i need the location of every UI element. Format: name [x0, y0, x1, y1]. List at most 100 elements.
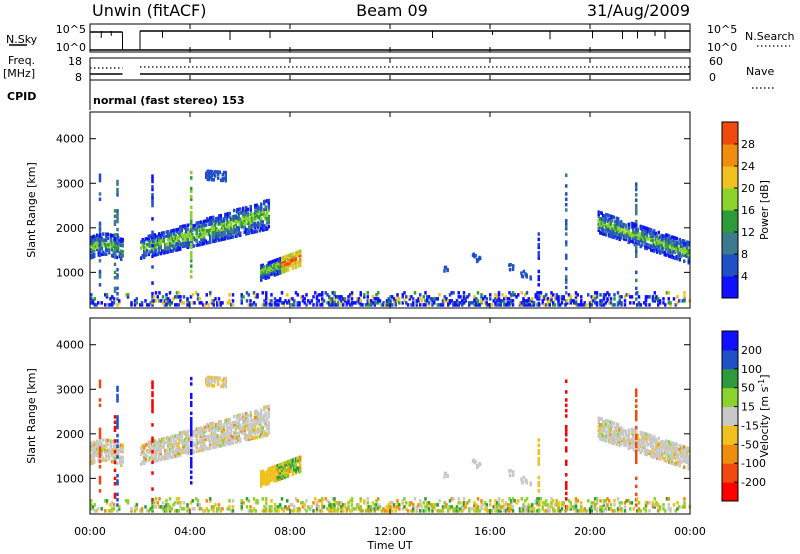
echo-cell — [517, 499, 520, 503]
echo-cell — [635, 278, 638, 283]
echo-cell — [171, 451, 174, 455]
echo-cell — [176, 450, 179, 454]
echo-cell — [681, 452, 684, 457]
echo-cell — [222, 225, 225, 229]
echo-cell — [111, 245, 114, 250]
echo-cell — [638, 448, 641, 452]
echo-cell — [160, 299, 163, 303]
echo-cell — [609, 222, 612, 227]
echo-cell — [422, 295, 425, 299]
echo-cell — [195, 433, 198, 437]
echo-cell — [121, 443, 124, 448]
echo-cell — [426, 501, 429, 505]
echo-cell — [158, 299, 161, 303]
echo-cell — [228, 235, 231, 240]
echo-cell — [188, 449, 191, 453]
echo-cell — [630, 431, 633, 436]
echo-cell — [656, 446, 659, 450]
echo-cell — [633, 438, 636, 443]
echo-cell — [155, 452, 158, 457]
echo-cell — [684, 243, 687, 248]
echo-cell — [114, 442, 117, 447]
echo-cell — [675, 256, 678, 261]
echo-cell — [116, 182, 119, 186]
colorbar-tick-label: -50 — [741, 438, 759, 451]
echo-cell — [534, 295, 537, 299]
echo-cell — [279, 462, 282, 467]
echo-cell — [657, 454, 660, 459]
echo-cell — [236, 436, 239, 440]
echo-cell — [98, 248, 102, 252]
echo-cell — [611, 229, 614, 233]
echo-cell — [222, 429, 225, 433]
echo-cell — [614, 228, 617, 232]
echo-cell — [198, 440, 201, 445]
echo-cell — [511, 497, 515, 501]
echo-cell — [264, 217, 267, 221]
echo-cell — [651, 501, 655, 505]
echo-cell — [343, 503, 347, 507]
echo-cell — [159, 251, 162, 256]
echo-cell — [228, 229, 231, 234]
echo-cell — [282, 461, 285, 466]
echo-cell — [264, 480, 267, 484]
echo-cell — [228, 219, 231, 224]
echo-cell — [257, 209, 260, 213]
echo-cell — [647, 229, 650, 233]
echo-cell — [644, 303, 648, 307]
echo-cell — [113, 476, 117, 481]
echo-cell — [663, 242, 666, 247]
echo-cell — [569, 501, 572, 505]
echo-cell — [641, 445, 644, 449]
echo-cell — [156, 458, 159, 463]
echo-cell — [212, 299, 215, 303]
echo-cell — [195, 443, 198, 447]
echo-cell — [236, 210, 239, 214]
echo-cell — [336, 301, 340, 305]
echo-cell — [195, 227, 198, 231]
echo-cell — [165, 440, 168, 444]
echo-cell — [263, 477, 266, 481]
echo-cell — [224, 440, 227, 445]
echo-cell — [224, 178, 227, 183]
echo-cell — [573, 301, 576, 305]
echo-cell — [288, 255, 291, 259]
echo-cell — [599, 303, 602, 307]
echo-cell — [285, 268, 288, 273]
echo-cell — [188, 507, 191, 511]
echo-cell — [674, 462, 677, 466]
echo-cell — [216, 440, 219, 445]
echo-cell — [240, 211, 243, 215]
echo-cell — [207, 436, 210, 441]
echo-cell — [263, 415, 266, 420]
echo-cell — [617, 435, 620, 439]
echo-cell — [112, 503, 116, 507]
echo-cell — [608, 214, 611, 218]
echo-cell — [508, 473, 512, 478]
echo-cell — [264, 472, 267, 476]
echo-cell — [230, 303, 233, 307]
echo-cell — [252, 436, 255, 440]
echo-cell — [654, 245, 657, 250]
echo-cell — [218, 170, 221, 174]
echo-cell — [177, 441, 180, 446]
echo-cell — [265, 295, 268, 299]
echo-cell — [221, 235, 224, 240]
echo-cell — [511, 293, 515, 297]
echo-cell — [686, 248, 689, 252]
nsearch-tick-top: 10^5 — [707, 23, 737, 36]
echo-cell — [257, 429, 260, 433]
echo-cell — [233, 214, 236, 219]
echo-cell — [200, 426, 203, 430]
echo-cell — [583, 509, 586, 513]
echo-cell — [155, 246, 158, 251]
echo-cell — [614, 430, 617, 434]
echo-cell — [215, 234, 218, 239]
echo-cell — [674, 256, 677, 260]
nave-tick-bottom: 0 — [709, 71, 716, 84]
echo-cell — [599, 416, 602, 421]
echo-cell — [646, 295, 649, 299]
echo-cell — [282, 507, 285, 511]
echo-cell — [644, 297, 648, 301]
